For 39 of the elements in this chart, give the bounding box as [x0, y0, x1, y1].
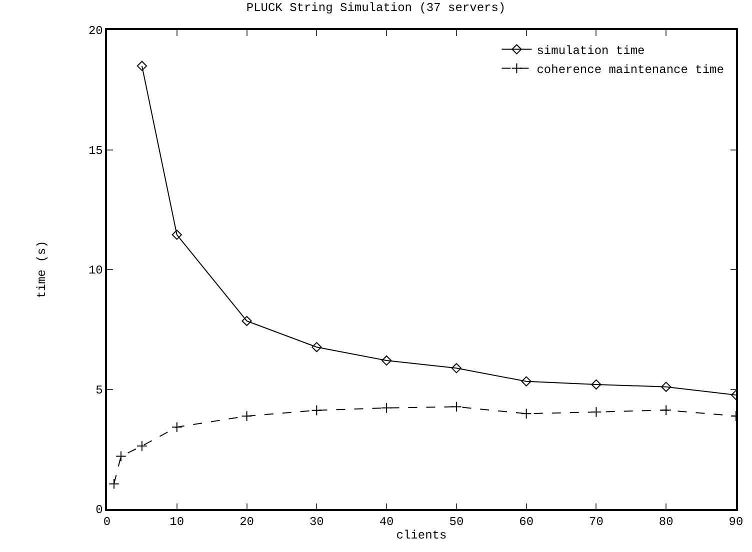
- y-tick-label: 0: [96, 503, 103, 518]
- point: [451, 401, 462, 412]
- y-axis-title: time (s): [35, 240, 50, 298]
- point: [590, 406, 602, 418]
- x-tick-label: 10: [170, 515, 184, 530]
- point: [660, 404, 672, 416]
- y-tick-label: 15: [88, 144, 103, 158]
- x-tick-label: 50: [449, 515, 464, 530]
- point: [242, 316, 252, 326]
- x-tick-label: 30: [309, 515, 324, 530]
- x-tick-label: 20: [240, 515, 254, 530]
- point: [521, 376, 532, 386]
- x-tick-label: 60: [519, 515, 534, 530]
- point: [381, 402, 392, 414]
- legend-label: coherence maintenance time: [536, 62, 724, 77]
- point: [171, 422, 182, 432]
- point: [312, 342, 322, 352]
- point: [136, 60, 147, 71]
- point: [311, 404, 322, 416]
- point: [116, 450, 126, 462]
- y-tick-label: 5: [96, 383, 103, 398]
- chart-title: PLUCK String Simulation (37 servers): [246, 1, 506, 16]
- point: [136, 440, 148, 452]
- point: [661, 382, 672, 392]
- point: [241, 410, 252, 422]
- point: [108, 478, 120, 490]
- x-tick-label: 40: [379, 515, 394, 530]
- legend-label: simulation time: [536, 44, 645, 58]
- y-tick-label: 20: [88, 24, 103, 38]
- x-tick-label: 90: [728, 515, 744, 530]
- point: [451, 363, 462, 374]
- x-tick-label: 80: [658, 515, 674, 530]
- x-axis-title: clients: [396, 528, 447, 543]
- point: [591, 379, 602, 390]
- point: [172, 230, 182, 240]
- point: [520, 408, 532, 420]
- x-tick-label: 70: [589, 515, 604, 530]
- point: [382, 355, 392, 366]
- y-tick-label: 10: [88, 264, 103, 278]
